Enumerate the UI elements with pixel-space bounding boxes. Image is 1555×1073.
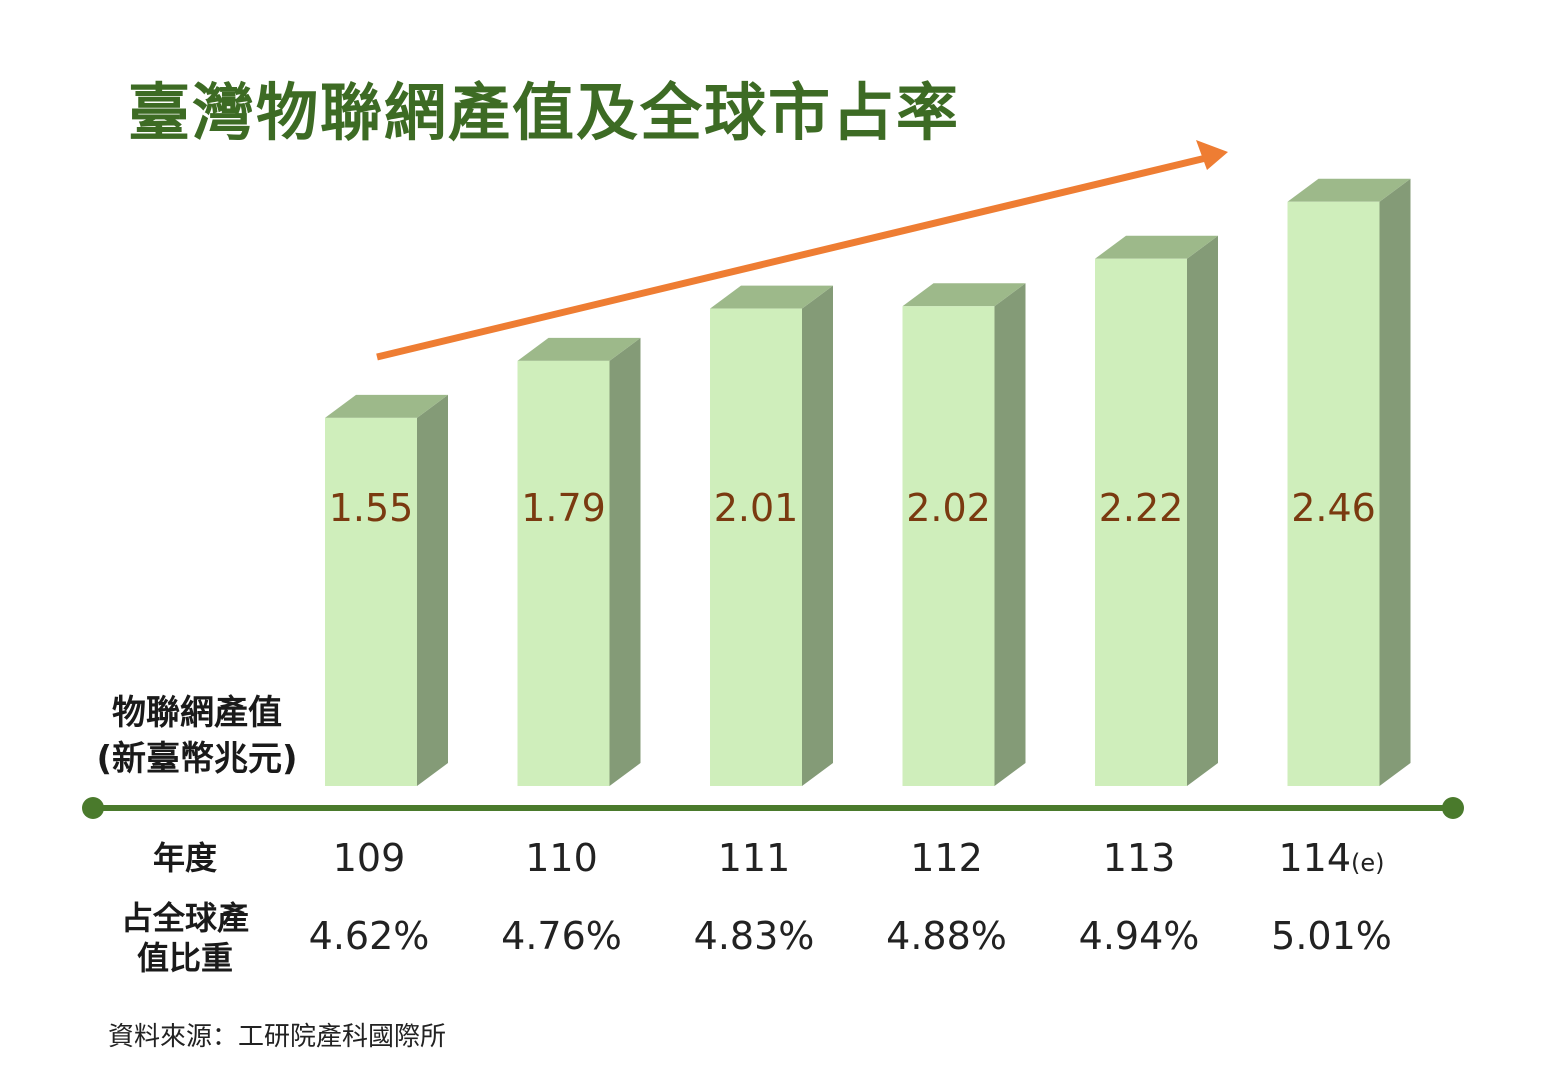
y-axis-label-line2: (新臺幣兆元): [96, 739, 298, 779]
bar-side-112: [994, 283, 1026, 786]
bar-value-label: 2.02: [906, 486, 991, 530]
trend-arrow-head: [1196, 140, 1228, 170]
global-share-value: 5.01%: [1271, 914, 1392, 958]
bar-side-111: [802, 285, 833, 786]
bar-value-label: 1.79: [521, 486, 606, 530]
y-axis-label: 物聯網產值 (新臺幣兆元): [82, 690, 312, 782]
bar-112: [902, 306, 995, 786]
year-label: 111: [654, 836, 854, 880]
row-label-year: 年度: [152, 839, 217, 877]
bar-top-109: [325, 394, 448, 418]
row-label-share-line1: 占全球產: [120, 899, 249, 937]
year-label-main: 109: [332, 836, 406, 880]
bar-side-113: [1187, 235, 1218, 786]
year-label: 109: [269, 836, 469, 880]
year-label-main: 114: [1278, 836, 1352, 880]
year-label: 110: [462, 836, 662, 880]
bar-side-114(e): [1379, 178, 1411, 786]
source-note: 資料來源：工研院產科國際所: [108, 1022, 447, 1052]
year-label: 114(e): [1232, 836, 1432, 880]
bar-side-109: [417, 394, 448, 786]
bar-value-label: 2.22: [1099, 486, 1184, 530]
year-label-main: 112: [910, 836, 983, 880]
bar-top-113: [1095, 235, 1218, 259]
global-share-value: 4.83%: [693, 914, 815, 958]
year-label: 113: [1039, 836, 1239, 880]
year-label-main: 113: [1102, 836, 1176, 880]
axis-start-dot: [82, 797, 104, 819]
bar-top-111: [710, 285, 833, 309]
trend-arrow-line: [376, 154, 1207, 361]
year-label-main: 110: [525, 836, 598, 880]
bar-top-114(e): [1287, 178, 1411, 202]
bar-109: [325, 417, 417, 786]
global-share-value: 4.88%: [886, 914, 1007, 958]
global-share-value: 4.94%: [1078, 914, 1200, 958]
row-label-share-line2: 值比重: [136, 939, 233, 977]
bar-side-110: [609, 337, 641, 786]
bar-114(e): [1287, 201, 1380, 786]
bar-113: [1095, 258, 1187, 786]
bar-111: [710, 308, 802, 786]
year-label-main: 111: [717, 836, 791, 880]
year-label: 112: [847, 836, 1047, 880]
global-share-value: 4.62%: [308, 914, 430, 958]
global-share-value: 4.76%: [501, 914, 622, 958]
bar-value-label: 2.01: [714, 486, 799, 530]
year-label-estimate: (e): [1351, 849, 1385, 877]
bar-top-110: [517, 337, 641, 361]
chart-title: 臺灣物聯網產值及全球市占率: [128, 76, 961, 149]
bar-110: [517, 360, 610, 786]
bar-top-112: [902, 283, 1026, 307]
row-label-share: 占全球產 值比重: [95, 898, 275, 978]
y-axis-label-line1: 物聯網產值: [112, 693, 282, 733]
bar-value-label: 2.46: [1291, 486, 1376, 530]
bar-value-label: 1.55: [329, 486, 414, 530]
axis-end-dot: [1442, 797, 1464, 819]
